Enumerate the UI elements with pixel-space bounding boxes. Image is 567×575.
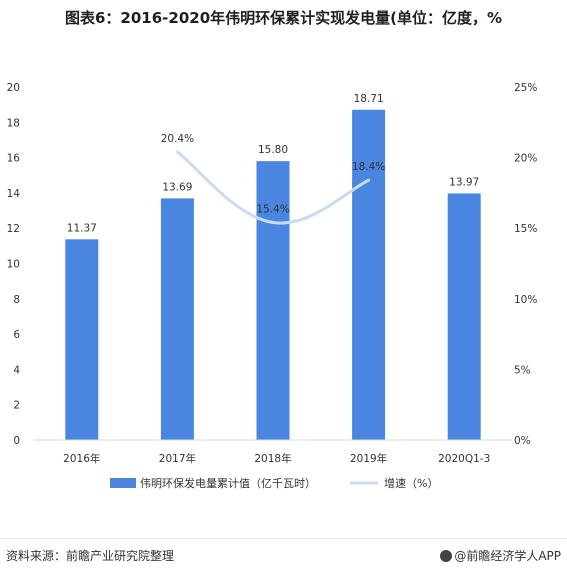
x-tick-label: 2017年 (159, 452, 196, 465)
brand-credit: @前瞻经济学人APP (440, 547, 561, 564)
legend-line-label: 增速（%） (384, 476, 438, 490)
bar-value-label: 15.80 (258, 144, 288, 156)
y-left-tick-label: 14 (7, 188, 21, 200)
legend-bar-swatch (110, 478, 136, 488)
bar-value-label: 13.97 (449, 176, 479, 188)
growth-line (175, 150, 371, 225)
y-right-tick-label: 20% (514, 153, 537, 165)
bar-value-label: 11.37 (67, 222, 97, 234)
y-right-tick-label: 10% (514, 294, 537, 306)
bar (160, 198, 194, 440)
growth-value-label: 20.4% (161, 133, 194, 145)
x-tick-label: 2019年 (350, 452, 387, 465)
brand-logo-icon (440, 550, 453, 562)
bar (256, 161, 290, 440)
footer-divider (0, 538, 567, 539)
y-left-tick-label: 8 (13, 294, 20, 306)
y-left-tick-label: 4 (13, 364, 20, 376)
y-left-tick-label: 6 (13, 329, 20, 341)
y-left-tick-label: 0 (13, 435, 20, 447)
bar (447, 193, 481, 440)
bar (352, 109, 386, 441)
legend-bar-label: 伟明环保发电量累计值（亿千瓦时） (140, 476, 316, 490)
x-tick-label: 2016年 (63, 452, 100, 465)
y-right-tick-label: 25% (514, 82, 537, 94)
y-right-tick-label: 5% (514, 364, 531, 376)
y-left-tick-label: 10 (7, 259, 20, 271)
chart-title: 图表6：2016-2020年伟明环保累计实现发电量(单位：亿度，% (64, 9, 503, 27)
y-left-tick-label: 18 (7, 117, 20, 129)
y-left-tick-label: 16 (7, 153, 21, 165)
x-tick-label: 2020Q1-3 (438, 453, 490, 465)
y-right-tick-label: 15% (514, 223, 537, 235)
bar (65, 239, 99, 440)
y-right-tick-label: 0% (514, 435, 531, 447)
brand-text: @前瞻经济学人APP (454, 549, 561, 563)
x-tick-label: 2018年 (254, 452, 291, 465)
growth-value-label: 18.4% (352, 161, 385, 173)
source-note: 资料来源：前瞻产业研究院整理 (6, 549, 175, 563)
bar-value-label: 18.71 (354, 93, 384, 105)
y-left-tick-label: 2 (13, 400, 20, 412)
y-left-tick-label: 12 (7, 223, 20, 235)
y-left-tick-label: 20 (7, 82, 20, 94)
growth-value-label: 15.4% (256, 204, 289, 216)
bar-value-label: 13.69 (162, 181, 192, 193)
